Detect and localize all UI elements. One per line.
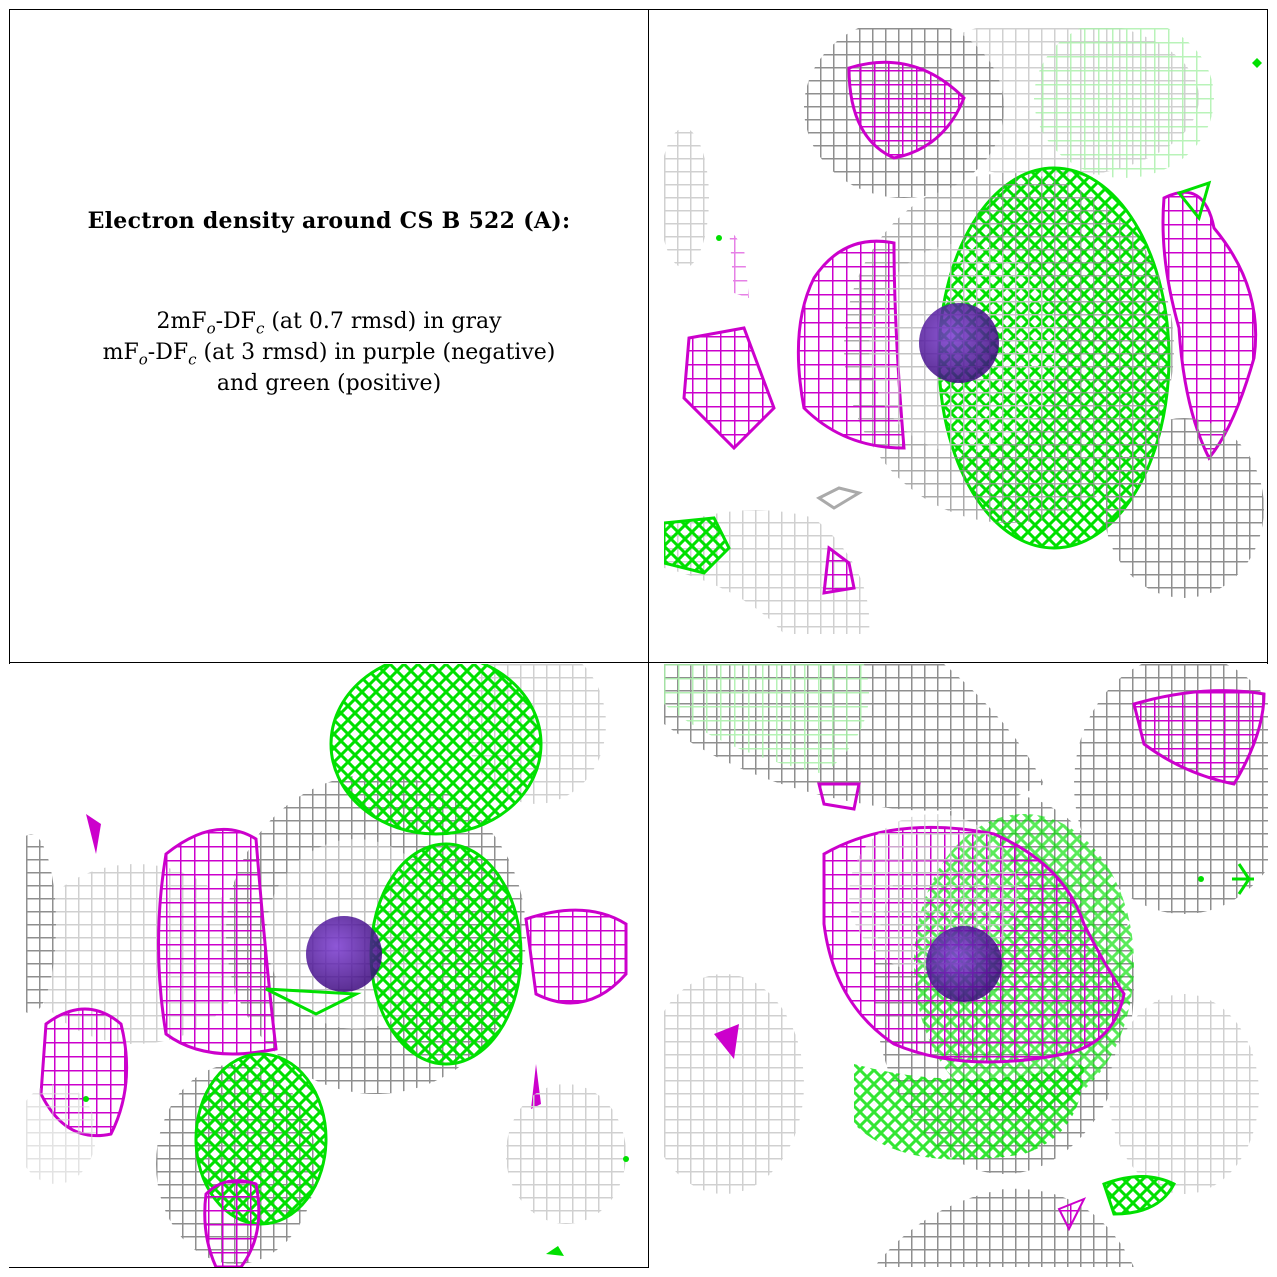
density-view-top-right [664, 28, 1268, 634]
legend-line-positive: and green (positive) [216, 371, 442, 396]
legend: 2mFo-DFc (at 0.7 rmsd) in gray mFo-DFc (… [103, 306, 556, 399]
density-view-bottom-left [26, 664, 632, 1267]
divider-horizontal [9, 662, 1268, 663]
density-render-1 [664, 28, 1264, 634]
border-right [1267, 9, 1268, 664]
legend-line-2fo-fc: 2mFo-DFc (at 0.7 rmsd) in gray [156, 309, 502, 338]
density-render-3 [664, 664, 1268, 1267]
legend-line-fo-fc: mFo-DFc (at 3 rmsd) in purple (negative) [102, 340, 556, 369]
info-panel: Electron density around CS B 522 (A): 2m… [10, 10, 648, 662]
divider-vertical [648, 9, 649, 1268]
border-bottom-left [9, 1267, 649, 1268]
figure-title: Electron density around CS B 522 (A): [87, 208, 571, 234]
density-render-2 [26, 664, 629, 1267]
density-view-bottom-right [664, 664, 1268, 1267]
border-left [9, 9, 10, 664]
border-top [9, 9, 1268, 10]
